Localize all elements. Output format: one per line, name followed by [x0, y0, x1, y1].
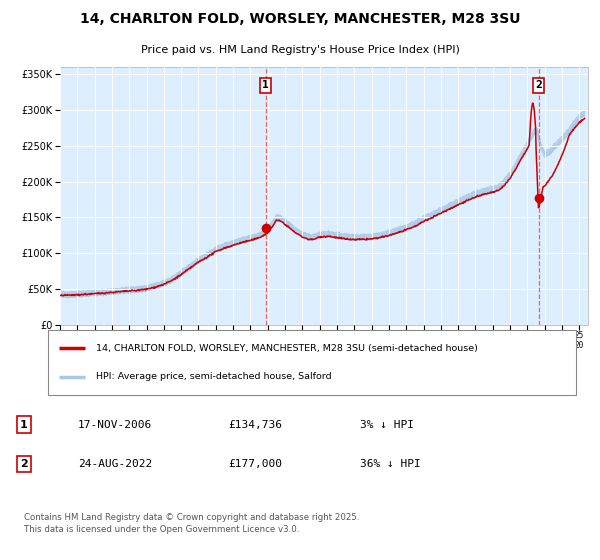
Text: £177,000: £177,000 — [228, 459, 282, 469]
Text: 2: 2 — [535, 80, 542, 90]
Text: 14, CHARLTON FOLD, WORSLEY, MANCHESTER, M28 3SU (semi-detached house): 14, CHARLTON FOLD, WORSLEY, MANCHESTER, … — [95, 344, 478, 353]
Text: 2: 2 — [20, 459, 28, 469]
Text: Contains HM Land Registry data © Crown copyright and database right 2025.
This d: Contains HM Land Registry data © Crown c… — [24, 513, 359, 534]
Text: Price paid vs. HM Land Registry's House Price Index (HPI): Price paid vs. HM Land Registry's House … — [140, 45, 460, 55]
Text: 17-NOV-2006: 17-NOV-2006 — [78, 419, 152, 430]
Text: 1: 1 — [20, 419, 28, 430]
Text: 24-AUG-2022: 24-AUG-2022 — [78, 459, 152, 469]
Text: 14, CHARLTON FOLD, WORSLEY, MANCHESTER, M28 3SU: 14, CHARLTON FOLD, WORSLEY, MANCHESTER, … — [80, 12, 520, 26]
Text: 36% ↓ HPI: 36% ↓ HPI — [360, 459, 421, 469]
FancyBboxPatch shape — [48, 330, 576, 395]
Text: 1: 1 — [262, 80, 269, 90]
Text: £134,736: £134,736 — [228, 419, 282, 430]
Text: HPI: Average price, semi-detached house, Salford: HPI: Average price, semi-detached house,… — [95, 372, 331, 381]
Text: 3% ↓ HPI: 3% ↓ HPI — [360, 419, 414, 430]
